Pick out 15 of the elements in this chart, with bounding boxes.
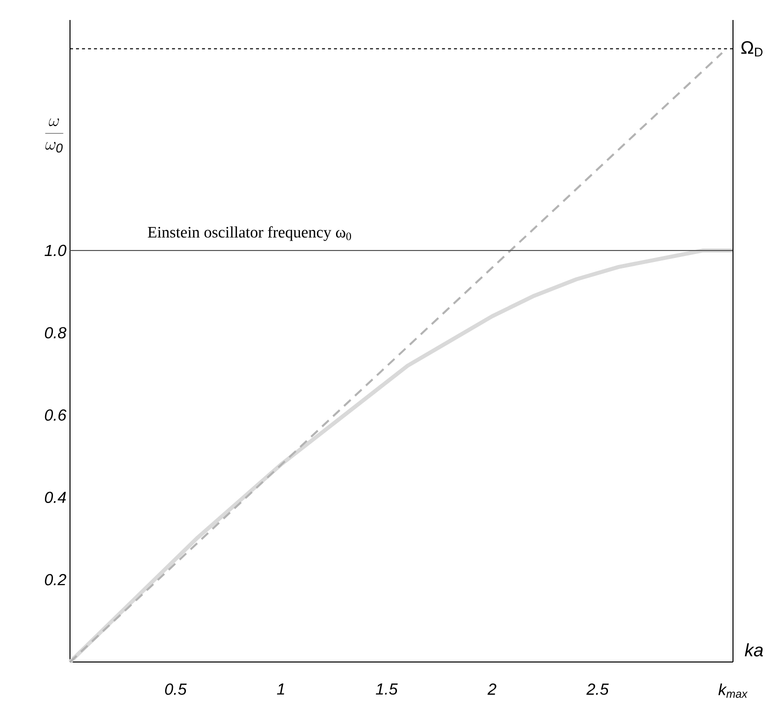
y-axis-title: $\frac{\omega}{\omega_{\mathit{0}}}$: [45, 118, 64, 153]
x-tick-label: 2.5: [586, 684, 609, 695]
x-tick-label: 2: [488, 684, 496, 695]
x-tick-label: 0.5: [165, 684, 187, 695]
x-tick-label: 1: [277, 684, 284, 695]
y-tick-label: 0.6: [44, 409, 66, 421]
x-tick-label: k$_{max}$: [718, 684, 748, 698]
y-tick-label: 0.8: [44, 327, 66, 338]
ref-line-label: Ω$_{D}$: [741, 41, 762, 56]
x-axis-title: ka: [744, 643, 763, 656]
y-tick-label: 0.2: [44, 574, 66, 586]
x-tick-label: 1.5: [376, 684, 398, 695]
y-tick-label: 0.4: [44, 492, 66, 504]
text: 1.0: [44, 244, 66, 256]
ref-line-label: Einstein oscillator frequency ω$_{0}$: [148, 226, 352, 241]
